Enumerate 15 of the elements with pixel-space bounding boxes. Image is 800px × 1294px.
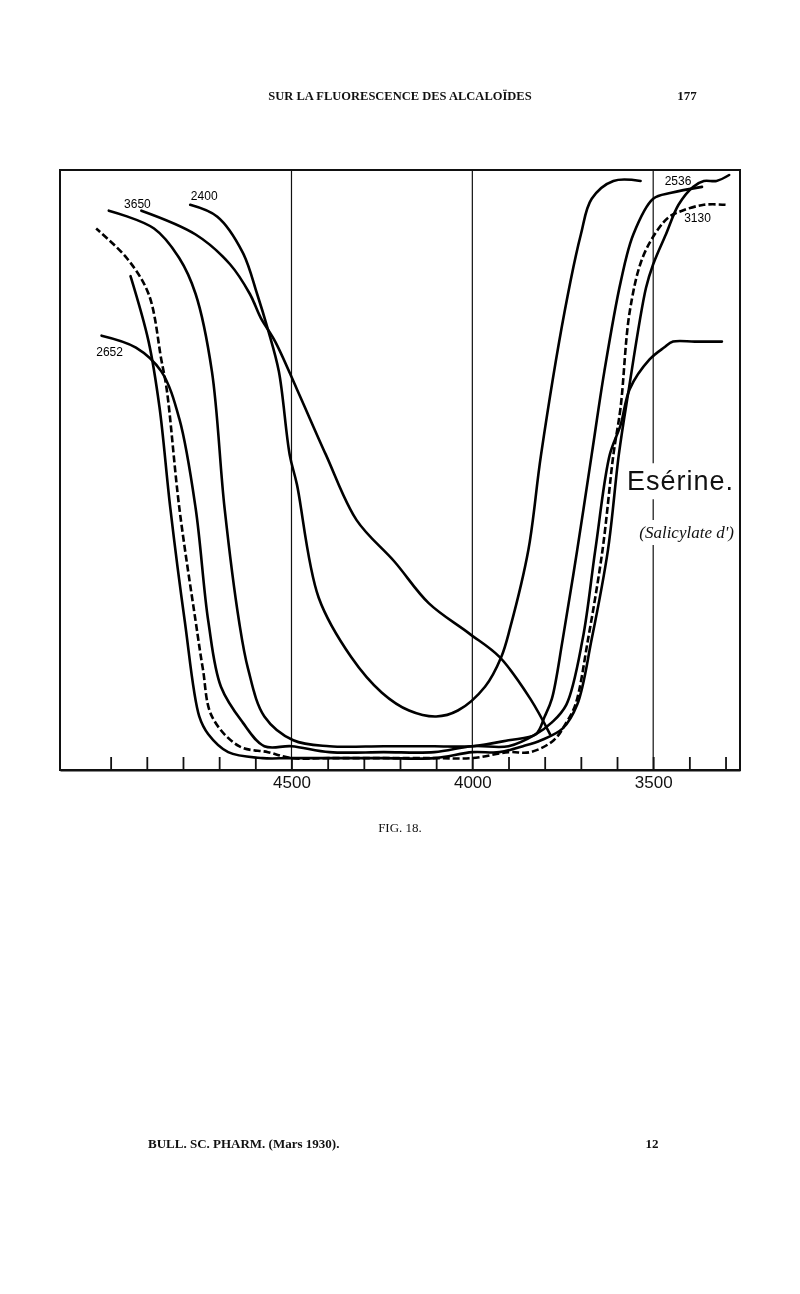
text: Esérine. xyxy=(626,466,734,497)
text: SUR LA FLUORESCENCE DES ALCALOÏDES xyxy=(268,89,532,103)
x-tick-label: 4500 xyxy=(273,773,311,793)
x-tick-label: 4000 xyxy=(453,773,492,793)
series-label: 2400 xyxy=(190,188,218,203)
series-label: 3650 xyxy=(124,196,152,211)
series-label: 2652 xyxy=(96,344,124,359)
text: (Salicylate d') xyxy=(639,522,735,542)
text: 177 xyxy=(677,88,698,103)
text: BULL. SC. PHARM. (Mars 1930). xyxy=(148,1136,340,1151)
series-label: 3130 xyxy=(684,210,712,225)
caption: FIG. 18. xyxy=(378,820,422,835)
x-tick-label: 3500 xyxy=(634,773,673,793)
series-label: 2536 xyxy=(664,173,692,188)
text: 12 xyxy=(645,1136,659,1151)
